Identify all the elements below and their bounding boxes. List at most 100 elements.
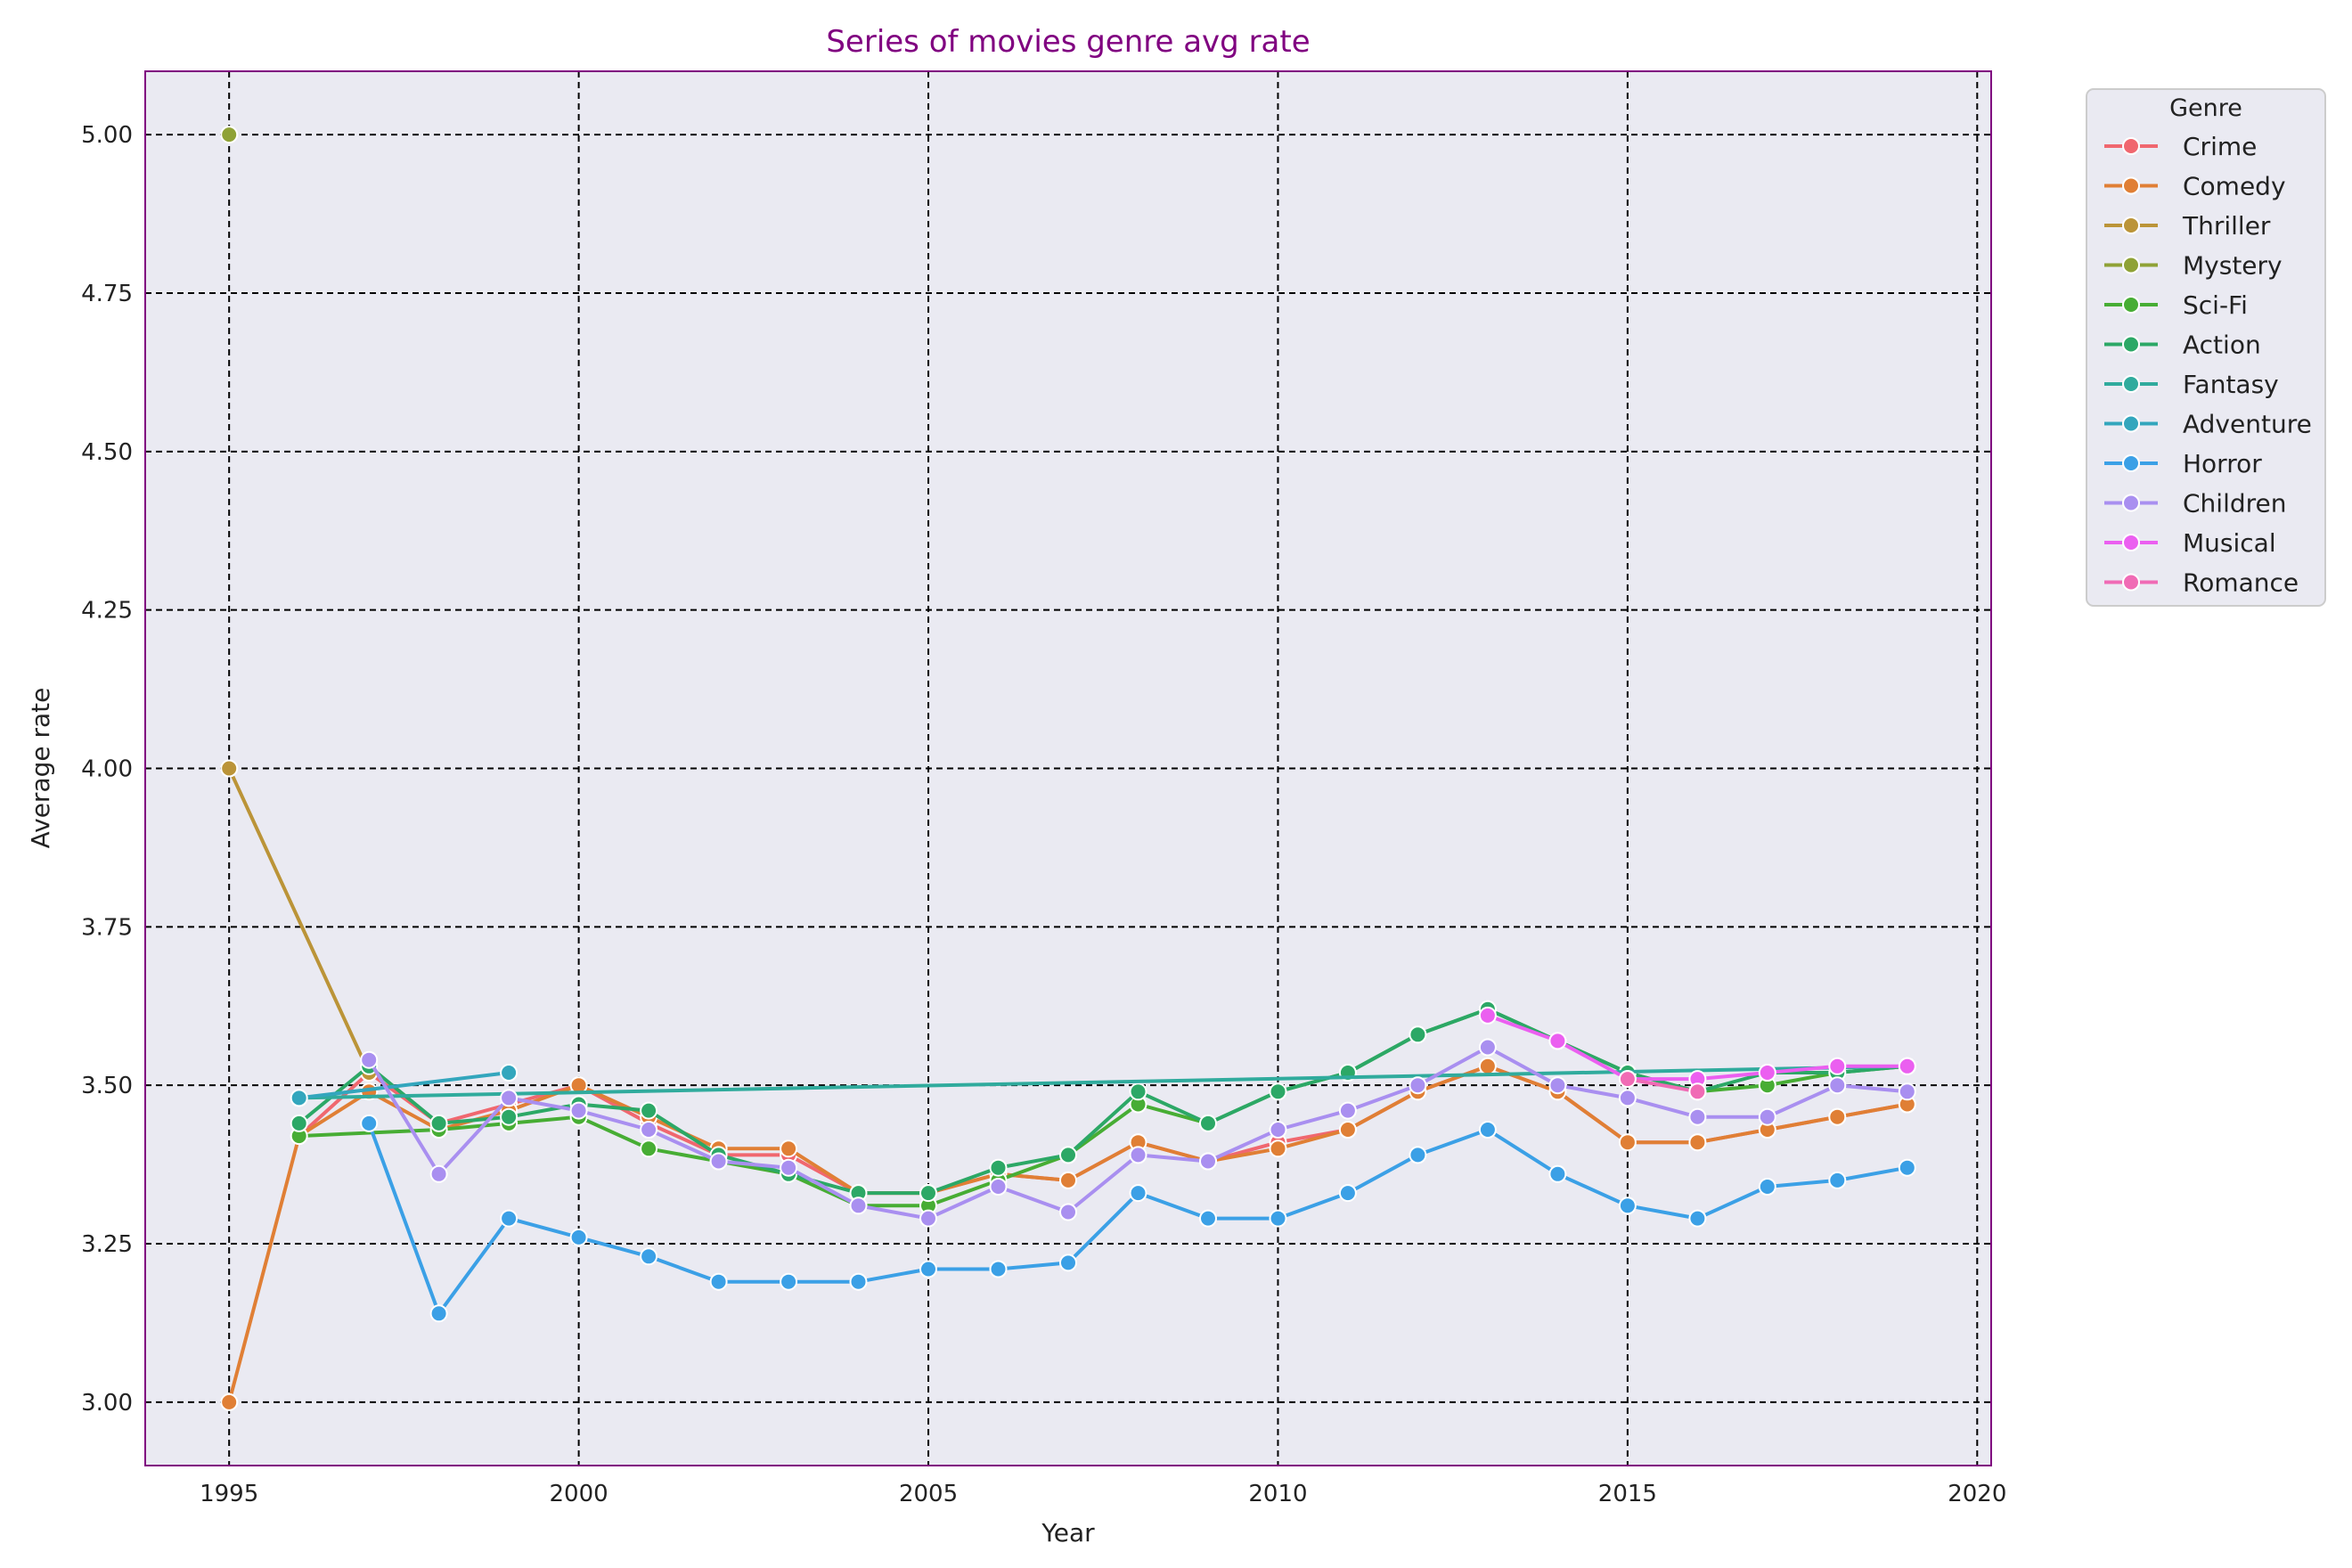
data-point xyxy=(919,1260,937,1278)
data-point xyxy=(1618,1133,1637,1152)
data-point xyxy=(1898,1082,1916,1101)
data-point xyxy=(1548,1032,1567,1050)
legend-label: Comedy xyxy=(2183,172,2286,201)
y-tick-label: 3.25 xyxy=(81,1231,133,1258)
legend-label: Thriller xyxy=(2182,211,2271,241)
x-tick-label: 1995 xyxy=(200,1481,258,1507)
data-point xyxy=(500,1064,519,1082)
data-point xyxy=(1758,1178,1776,1196)
legend-label: Adventure xyxy=(2183,410,2312,439)
legend-marker xyxy=(2122,454,2140,472)
data-point xyxy=(1688,1133,1707,1152)
data-point xyxy=(1409,1025,1427,1044)
legend-marker xyxy=(2122,137,2140,155)
legend-item: Fantasy xyxy=(2104,370,2279,399)
y-tick-label: 3.50 xyxy=(81,1073,133,1099)
legend-item: Adventure xyxy=(2104,410,2312,439)
series-horror xyxy=(360,1114,1916,1323)
legend-label: Romance xyxy=(2183,568,2299,598)
legend-marker xyxy=(2122,216,2140,234)
data-point xyxy=(780,1139,798,1158)
data-point xyxy=(640,1101,658,1120)
data-point xyxy=(1129,1082,1147,1101)
data-point xyxy=(709,1272,728,1291)
legend-item: Comedy xyxy=(2104,172,2286,201)
legend-title: Genre xyxy=(2169,94,2242,122)
data-point xyxy=(1548,1164,1567,1183)
series-line xyxy=(1627,1077,1698,1094)
y-tick-label: 4.75 xyxy=(81,281,133,307)
data-point xyxy=(849,1196,868,1215)
data-point xyxy=(1548,1076,1567,1095)
legend-label: Mystery xyxy=(2183,251,2283,281)
legend-box xyxy=(2086,88,2326,607)
legend-label: Fantasy xyxy=(2183,370,2279,399)
data-point xyxy=(1828,1107,1847,1126)
data-point xyxy=(1618,1196,1637,1215)
data-point xyxy=(500,1209,519,1228)
data-point xyxy=(640,1247,658,1266)
data-point xyxy=(640,1139,658,1158)
x-tick-label: 2010 xyxy=(1248,1481,1307,1507)
y-tick-label: 3.75 xyxy=(81,914,133,941)
legend-item: Action xyxy=(2104,331,2261,360)
plot-border xyxy=(144,70,1992,1466)
data-point xyxy=(429,1164,448,1183)
legend-label: Horror xyxy=(2183,449,2262,478)
x-tick-label: 2000 xyxy=(550,1481,608,1507)
series-romance xyxy=(1618,1070,1707,1101)
data-point xyxy=(1618,1089,1637,1107)
legend-marker xyxy=(2122,296,2140,314)
data-point xyxy=(290,1114,308,1132)
data-point xyxy=(989,1158,1008,1177)
data-point xyxy=(1898,1158,1916,1177)
data-point xyxy=(1269,1209,1287,1228)
data-point xyxy=(1828,1171,1847,1189)
data-point xyxy=(1338,1184,1357,1203)
legend-label: Crime xyxy=(2183,132,2257,161)
legend-item: Crime xyxy=(2104,132,2257,161)
chart-title: Series of movies genre avg rate xyxy=(826,24,1310,60)
data-point xyxy=(220,126,239,144)
data-point xyxy=(709,1152,728,1171)
data-point xyxy=(780,1158,798,1177)
series-line xyxy=(298,1071,510,1100)
y-ticks: 3.00 3.25 3.50 3.75 4.00 4.25 4.50 4.75 5.00 xyxy=(81,122,133,1417)
series-adventure xyxy=(290,1064,519,1107)
data-point xyxy=(1269,1139,1287,1158)
data-point xyxy=(1129,1146,1147,1164)
data-point xyxy=(1269,1121,1287,1139)
data-point xyxy=(1338,1121,1357,1139)
legend-item: Thriller xyxy=(2104,211,2271,241)
legend-item: Mystery xyxy=(2104,251,2283,281)
legend-label: Musical xyxy=(2183,528,2276,558)
data-point xyxy=(1199,1209,1217,1228)
data-point xyxy=(640,1121,658,1139)
data-point xyxy=(429,1114,448,1132)
x-ticks: 1995 2000 2005 2010 2015 2020 xyxy=(200,1481,2006,1507)
data-point xyxy=(220,759,239,778)
data-point xyxy=(220,1392,239,1411)
legend-marker xyxy=(2122,414,2140,433)
y-tick-label: 3.00 xyxy=(81,1390,133,1417)
data-point xyxy=(989,1178,1008,1196)
legend-label: Sci-Fi xyxy=(2183,290,2248,320)
data-point xyxy=(1409,1146,1427,1164)
data-point xyxy=(1688,1107,1707,1126)
data-point xyxy=(360,1050,379,1069)
data-point xyxy=(1409,1076,1427,1095)
legend-item: Horror xyxy=(2104,449,2262,478)
legend-marker xyxy=(2122,534,2140,551)
data-point xyxy=(1688,1209,1707,1228)
legend-label: Children xyxy=(2183,489,2287,519)
data-point xyxy=(1059,1203,1077,1221)
y-tick-label: 4.00 xyxy=(81,756,133,783)
data-point xyxy=(1688,1082,1707,1101)
legend-item: Romance xyxy=(2104,568,2299,598)
data-point xyxy=(1199,1152,1217,1171)
data-point xyxy=(360,1114,379,1132)
data-point xyxy=(1129,1184,1147,1203)
data-point xyxy=(1758,1107,1776,1126)
legend-marker xyxy=(2122,375,2140,393)
